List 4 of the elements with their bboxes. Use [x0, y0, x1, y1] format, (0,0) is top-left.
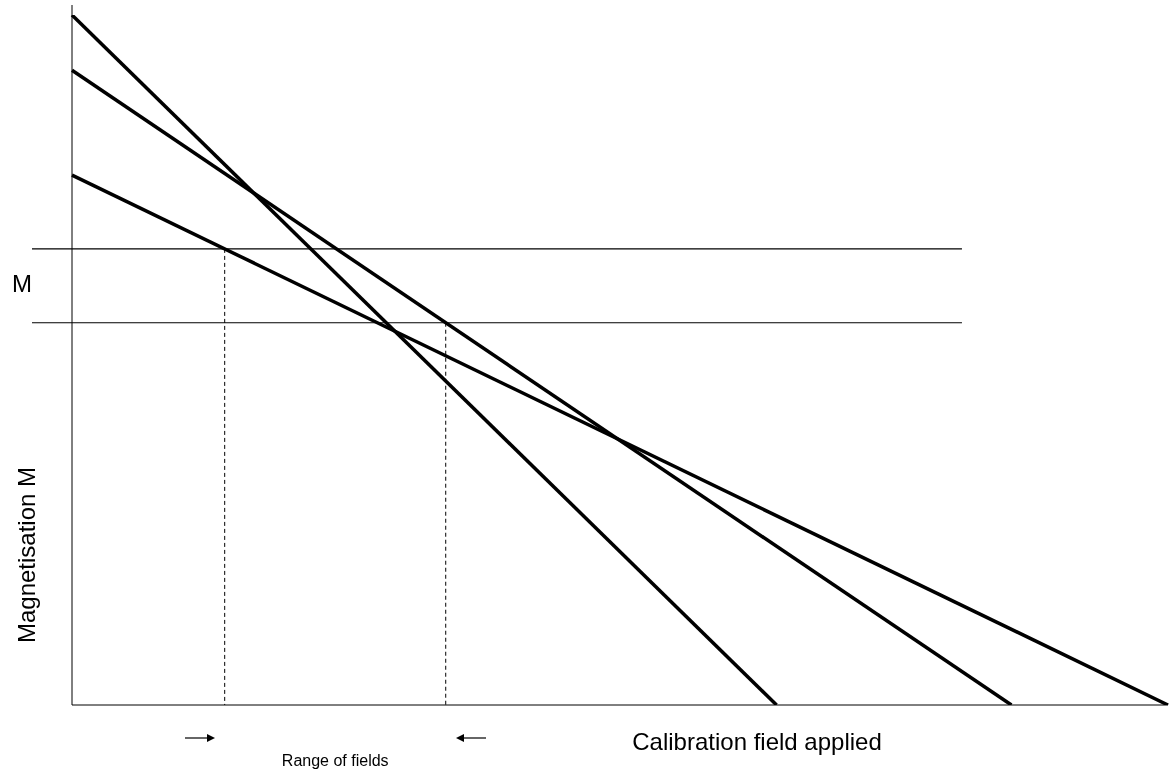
ref-line-label: M	[12, 270, 32, 298]
y-axis-title: Magnetisation M	[12, 466, 40, 644]
x-axis-title: Calibration field applied	[632, 727, 882, 755]
text: Range of fields	[281, 752, 389, 770]
